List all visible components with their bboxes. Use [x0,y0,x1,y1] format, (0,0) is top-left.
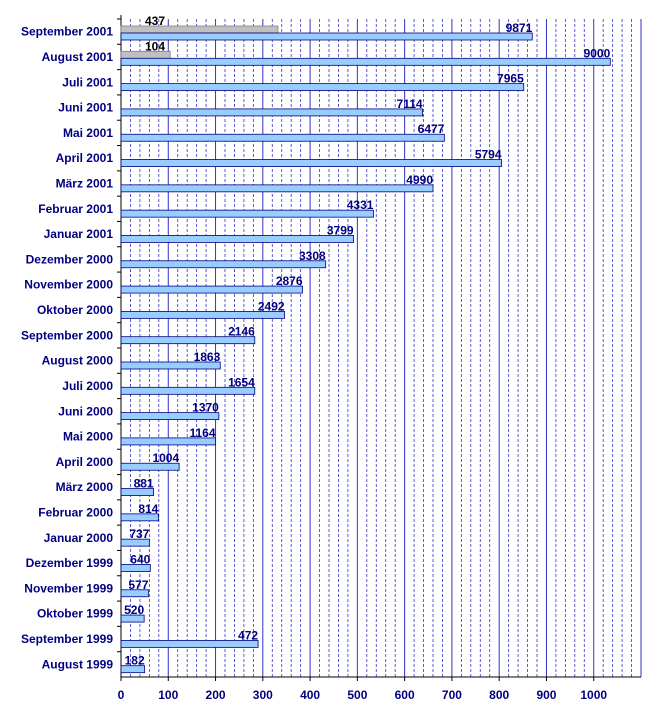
category-label: Januar 2001 [44,227,114,241]
category-label: November 1999 [24,581,113,595]
data-label: 9871 [506,21,533,35]
data-label: 1370 [192,401,219,415]
bar [120,310,285,319]
x-tick-label: 0 [118,688,125,702]
bar [120,665,146,674]
category-label: September 2000 [21,328,113,342]
data-label: 1164 [189,426,215,440]
x-tick-label: 1000 [580,688,607,702]
bar [120,639,259,648]
category-label: Dezember 2000 [26,252,114,266]
x-tick-label: 200 [206,688,226,702]
category-label: Juli 2000 [62,379,113,393]
bar [120,361,221,370]
bar [120,32,533,41]
bar [120,488,155,496]
category-label: Februar 2001 [38,202,113,216]
data-label: 9000 [584,46,611,60]
gridlines [120,19,642,677]
data-label: 2146 [228,325,255,339]
category-label: September 2001 [21,25,113,39]
category-label: Juni 2000 [58,404,113,418]
bar [120,462,180,471]
bar [120,538,150,547]
x-tick-label: 700 [442,688,462,702]
data-label: 5794 [475,148,502,162]
data-label: 7965 [497,72,524,86]
data-label: 182 [125,654,145,668]
bar [120,260,327,269]
category-label: April 2001 [56,151,114,165]
category-label: Juni 2001 [58,101,113,115]
category-label: Oktober 1999 [37,607,113,621]
data-label: 1654 [228,375,255,389]
category-label: Mai 2001 [63,126,113,140]
category-label: Juli 2001 [62,75,113,89]
bar [120,83,525,92]
category-label: März 2000 [56,480,114,494]
category-label: Februar 2000 [38,506,113,520]
x-tick-label: 900 [536,688,556,702]
category-label: August 2001 [42,50,114,64]
bar [120,513,159,522]
bar [120,614,145,623]
data-label: 814 [138,502,158,516]
category-label: Januar 2000 [44,531,114,545]
data-label: 7114 [397,97,423,111]
data-label: 1004 [152,451,179,465]
bar [120,133,445,142]
category-label: Mai 2000 [63,430,113,444]
data-label: 520 [124,603,144,617]
data-label: 2876 [276,274,303,288]
data-label: 3799 [327,223,354,237]
x-tick-label: 600 [395,688,415,702]
category-label: März 2001 [56,177,114,191]
category-label: November 2000 [24,278,113,292]
bar [120,235,354,243]
bar [120,336,256,345]
bar [120,437,216,446]
data-label: 881 [134,477,154,491]
data-label: 737 [129,527,149,541]
category-label: September 1999 [21,632,113,646]
category-label: Dezember 1999 [26,556,114,570]
x-tick-label: 400 [300,688,320,702]
data-label: 4990 [406,173,433,187]
x-tick-label: 500 [347,688,367,702]
bar [120,184,434,193]
data-label: 4331 [347,198,374,212]
bar [120,159,502,167]
data-label-secondary: 437 [145,14,165,28]
x-tick-label: 800 [489,688,509,702]
category-label: August 2000 [42,354,114,368]
data-label: 3308 [299,249,326,263]
data-label-secondary: 104 [145,39,165,53]
data-label: 6477 [418,122,445,136]
bar [120,108,424,117]
category-label: August 1999 [42,657,114,671]
bar [120,564,151,572]
bar [120,57,611,66]
category-label: Oktober 2000 [37,303,113,317]
x-tick-label: 300 [253,688,273,702]
data-label: 640 [130,552,150,566]
bar [120,386,256,395]
bar [120,209,374,218]
data-label: 2492 [258,299,285,313]
data-label: 1863 [194,350,221,364]
bar [120,285,303,294]
data-label: 577 [128,578,148,592]
x-tick-label: 100 [158,688,178,702]
category-label: April 2000 [56,455,114,469]
data-label: 472 [238,628,258,642]
bar [120,412,220,421]
bar [120,589,149,598]
